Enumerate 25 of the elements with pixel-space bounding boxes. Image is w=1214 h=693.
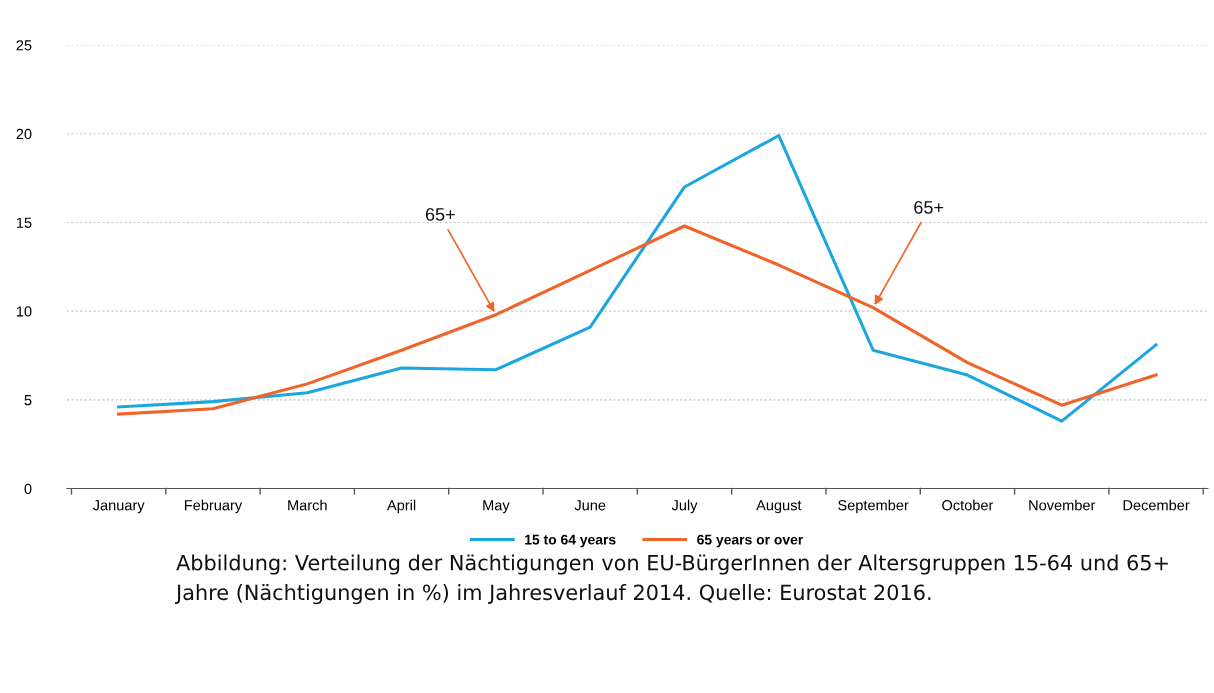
text: Abbildung: Verteilung der Nächtigungen von EU-BürgerInnen der Altersgruppen 15-64 und 65+ Jahre (Nächtigungen in %) im Jahresverlauf 2014. Quelle: Eurostat 2016. xyxy=(174,554,1168,605)
y-tick-label: 5 xyxy=(24,395,32,406)
x-tick-label: January xyxy=(92,500,145,514)
x-tick-label: July xyxy=(671,499,698,514)
x-tick-label: March xyxy=(288,499,327,511)
annotation: 65+ xyxy=(914,200,944,214)
x-tick-label: June xyxy=(574,500,606,511)
y-tick-label: 20 xyxy=(16,128,32,140)
x-tick-label: May xyxy=(483,500,510,514)
x-tick-label: April xyxy=(387,499,416,514)
y-tick-label: 15 xyxy=(16,217,32,228)
x-tick-label: October xyxy=(942,499,994,511)
y-tick-label: 0 xyxy=(24,483,32,494)
y-tick-label: 25 xyxy=(16,40,32,51)
legend-label: 65 years or over xyxy=(697,534,804,548)
x-tick-label: December xyxy=(1123,499,1190,511)
line-series xyxy=(117,224,1158,416)
x-tick-label: November xyxy=(1029,499,1096,511)
legend-label: 15 to 64 years xyxy=(525,534,616,548)
annotation: 65+ xyxy=(425,208,455,221)
x-tick-label: August xyxy=(756,500,802,514)
x-tick-label: February xyxy=(184,499,243,514)
x-tick-label: September xyxy=(838,499,909,514)
y-tick-label: 10 xyxy=(16,306,32,317)
line-series xyxy=(117,133,1158,423)
